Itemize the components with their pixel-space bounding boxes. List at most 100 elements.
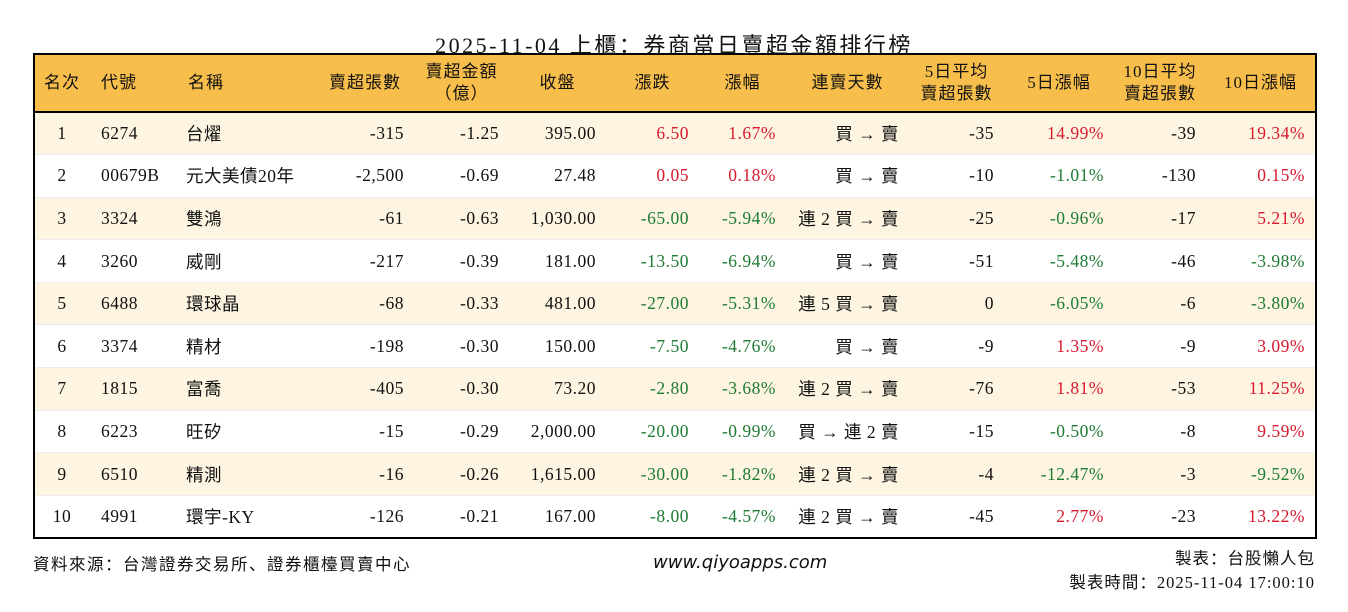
cell-net-sell-amount: -0.30 (414, 324, 509, 368)
column-header-avg5-volume: 5日平均 賣超張數 (909, 54, 1004, 113)
table-row: 5 6488 環球晶 -68 -0.33 481.00 -27.00 -5.31% 連 5 買 … (34, 281, 1316, 325)
cell-pct5: -5.48% (1004, 239, 1114, 283)
cell-change-pct: -5.94% (699, 196, 786, 240)
cell-code: 6510 (89, 452, 176, 496)
cell-net-sell-volume: -16 (316, 452, 414, 496)
table-row: 6 3374 精材 -198 -0.30 150.00 -7.50 -4.76% 買 → 賣 -9… (34, 324, 1316, 368)
cell-rank: 10 (34, 494, 89, 538)
cell-avg10-volume: -9 (1114, 324, 1206, 368)
cell-code: 00679B (89, 154, 176, 198)
cell-pct10: -3.80% (1206, 281, 1316, 325)
cell-streak: 連 2 買 → 賣 (786, 196, 909, 240)
header-row: 名次 代號 名稱 賣超張數 賣超金額 （億） 收盤 漲跌 漲幅 連賣天數 5日平均 賣超張數 5日漲幅 1… (34, 54, 1316, 113)
cell-pct5: 2.77% (1004, 494, 1114, 538)
cell-rank: 3 (34, 196, 89, 240)
column-header-pct5: 5日漲幅 (1004, 54, 1114, 113)
cell-net-sell-amount: -0.69 (414, 154, 509, 198)
cell-name: 雙鴻 (176, 196, 316, 240)
cell-streak: 買 → 賣 (786, 324, 909, 368)
cell-net-sell-volume: -315 (369, 123, 404, 144)
cell-change-pct: -5.31% (699, 281, 786, 325)
cell-rank: 8 (34, 409, 89, 453)
cell-change: 0.05 (606, 154, 699, 198)
data-source-note: 資料來源：台灣證券交易所、證券櫃檯買賣中心 (33, 554, 411, 574)
cell-pct5: -0.96% (1004, 196, 1114, 240)
cell-streak: 買 → 連 2 賣 (786, 409, 909, 453)
cell-pct5: -1.01% (1004, 154, 1114, 198)
cell-avg5-volume: -9 (909, 324, 1004, 368)
cell-net-sell-amount: -0.26 (414, 452, 509, 496)
table-body: 1 6274 台燿 -315 -1.25 395.00 6.50 1.67% 買 → 賣 -35 1… (34, 112, 1316, 538)
table-row: 3 3324 雙鴻 -61 -0.63 1,030.00 -65.00 -5.94% 連 2 買… (34, 196, 1316, 240)
cell-close: 481.00 (509, 281, 606, 325)
cell-name: 威剛 (176, 239, 316, 283)
cell-close: 1,615.00 (509, 452, 606, 496)
cell-change: -8.00 (606, 494, 699, 538)
table-row: 1 6274 台燿 -315 -1.25 395.00 6.50 1.67% 買 → 賣 -35 1… (34, 112, 1316, 155)
cell-name: 精材 (176, 324, 316, 368)
cell-pct10: -9.52% (1206, 452, 1316, 496)
ranking-table: 名次 代號 名稱 賣超張數 賣超金額 （億） 收盤 漲跌 漲幅 連賣天數 5日平均 賣超張數 5日漲幅 1… (33, 53, 1317, 539)
cell-avg5-volume: -45 (909, 494, 1004, 538)
cell-pct10: 9.59% (1206, 409, 1316, 453)
website-url: www.qiyoapps.com (653, 551, 828, 573)
cell-rank: 4 (34, 239, 89, 283)
table-row: 7 1815 富喬 -405 -0.30 73.20 -2.80 -3.68% 連 2 買 → … (34, 367, 1316, 411)
cell-name: 環球晶 (176, 281, 316, 325)
cell-pct5: -12.47% (1004, 452, 1114, 496)
column-header-close: 收盤 (509, 54, 606, 113)
cell-avg10-volume: -17 (1114, 196, 1206, 240)
cell-net-sell-volume: -198 (316, 324, 414, 368)
cell-code: 6274 (101, 123, 138, 144)
table-row: 8 6223 旺矽 -15 -0.29 2,000.00 -20.00 -0.99% 買 → 連… (34, 409, 1316, 453)
cell-avg5-volume: -51 (909, 239, 1004, 283)
cell-net-sell-amount: -0.29 (414, 409, 509, 453)
generated-time: 製表時間：2025-11-04 17:00:10 (1069, 572, 1315, 592)
cell-avg5-volume: -35 (969, 123, 994, 144)
cell-net-sell-amount: -0.63 (414, 196, 509, 240)
cell-streak: 連 2 買 → 賣 (786, 494, 909, 538)
cell-close: 2,000.00 (509, 409, 606, 453)
cell-close: 73.20 (509, 367, 606, 411)
cell-change-pct: -1.82% (699, 452, 786, 496)
cell-rank: 2 (34, 154, 89, 198)
cell-name: 旺矽 (176, 409, 316, 453)
column-header-name: 名稱 (176, 54, 316, 113)
cell-pct10: 11.25% (1206, 367, 1316, 411)
cell-rank: 7 (34, 367, 89, 411)
cell-name: 台燿 (186, 124, 222, 145)
cell-net-sell-amount: -1.25 (460, 123, 499, 144)
column-header-net-sell-amount: 賣超金額 （億） (414, 54, 509, 113)
cell-net-sell-amount: -0.21 (414, 494, 509, 538)
cell-net-sell-volume: -15 (316, 409, 414, 453)
table-row: 10 4991 環宇-KY -126 -0.21 167.00 -8.00 -4.57% 連 2… (34, 494, 1316, 538)
cell-code: 1815 (89, 367, 176, 411)
cell-name: 元大美債20年 (176, 154, 316, 198)
cell-close: 150.00 (509, 324, 606, 368)
cell-pct5: 14.99% (1047, 123, 1104, 144)
cell-pct10: 0.15% (1206, 154, 1316, 198)
column-header-change: 漲跌 (606, 54, 699, 113)
cell-pct10: 19.34% (1248, 123, 1305, 144)
cell-avg10-volume: -53 (1114, 367, 1206, 411)
cell-streak: 買 → 賣 (786, 239, 909, 283)
cell-change: -65.00 (606, 196, 699, 240)
column-header-avg10-volume: 10日平均 賣超張數 (1114, 54, 1206, 113)
cell-pct5: 1.81% (1004, 367, 1114, 411)
cell-streak: 連 2 買 → 賣 (786, 367, 909, 411)
cell-change-pct: 1.67% (728, 123, 776, 144)
column-header-code: 代號 (89, 54, 176, 113)
cell-streak: 買 → 賣 (786, 154, 909, 198)
maker-note: 製表：台股懶人包 (1175, 548, 1315, 568)
cell-close: 167.00 (509, 494, 606, 538)
column-header-streak: 連賣天數 (786, 54, 909, 113)
cell-pct5: -6.05% (1004, 281, 1114, 325)
cell-close: 395.00 (544, 123, 596, 144)
footer: 資料來源：台灣證券交易所、證券櫃檯買賣中心 www.qiyoapps.com 製… (33, 547, 1315, 595)
cell-change: -7.50 (606, 324, 699, 368)
cell-pct10: -3.98% (1206, 239, 1316, 283)
cell-change-pct: -3.68% (699, 367, 786, 411)
cell-rank: 9 (34, 452, 89, 496)
cell-avg5-volume: 0 (909, 281, 1004, 325)
cell-avg10-volume: -8 (1114, 409, 1206, 453)
